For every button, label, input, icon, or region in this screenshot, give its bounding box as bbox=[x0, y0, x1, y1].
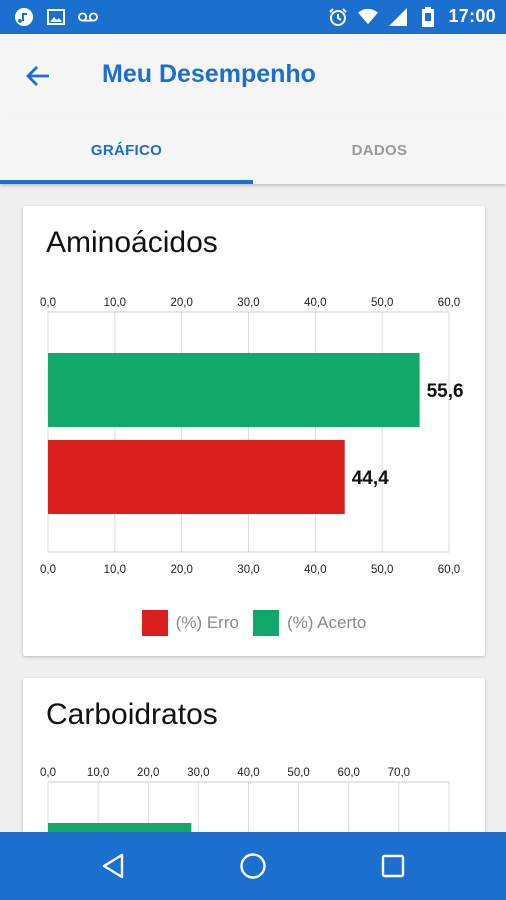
alarm-icon bbox=[328, 7, 348, 27]
active-tab-indicator bbox=[0, 180, 253, 184]
x-tick-label-top: 40,0 bbox=[304, 297, 326, 309]
clock-time: 17:00 bbox=[448, 6, 496, 26]
x-tick-label-top: 0,0 bbox=[40, 297, 56, 309]
home-circle-icon[interactable] bbox=[233, 846, 273, 886]
x-tick-label-top: 30,0 bbox=[237, 297, 259, 309]
status-bar: 17:00 bbox=[0, 0, 506, 34]
bar-value-label: 55,6 bbox=[427, 381, 464, 402]
bar-value-label: 44,4 bbox=[352, 468, 389, 489]
legend-item-acerto: (%) Acerto bbox=[252, 610, 367, 636]
x-tick-label-top: 20,0 bbox=[170, 297, 192, 309]
x-tick-label-top: 0,0 bbox=[40, 767, 56, 779]
music-icon bbox=[14, 7, 34, 27]
battery-icon bbox=[418, 6, 438, 27]
x-tick-label-bottom: 30,0 bbox=[237, 564, 259, 576]
x-tick-label-top: 30,0 bbox=[187, 767, 209, 779]
x-tick-label-top: 60,0 bbox=[438, 297, 460, 309]
chart-card-aminoacidos: Aminoácidos 0,0 0,0 10,0 10,0 20,0 20,0 30,0 30… bbox=[23, 206, 485, 656]
x-tick-label-bottom: 20,0 bbox=[170, 564, 192, 576]
x-tick-label-top: 50,0 bbox=[287, 767, 309, 779]
x-tick-label-top: 40,0 bbox=[237, 767, 259, 779]
page-title: Meu Desempenho bbox=[102, 60, 316, 88]
app-bar: Meu Desempenho bbox=[0, 34, 506, 116]
x-tick-label-bottom: 50,0 bbox=[371, 564, 393, 576]
signal-icon bbox=[388, 7, 408, 27]
x-tick-label-bottom: 40,0 bbox=[304, 564, 326, 576]
x-tick-label-top: 70,0 bbox=[388, 767, 410, 779]
legend-label-acerto: (%) Acerto bbox=[286, 613, 367, 632]
chart-title: Carboidratos bbox=[46, 698, 218, 731]
bar bbox=[48, 440, 345, 514]
chart-title: Aminoácidos bbox=[46, 226, 218, 259]
arrow-left-icon[interactable] bbox=[20, 58, 56, 94]
x-tick-label-bottom: 0,0 bbox=[40, 564, 56, 576]
bar bbox=[48, 353, 420, 427]
legend-item-erro: (%) Erro bbox=[141, 610, 239, 636]
status-bar-left bbox=[14, 7, 98, 27]
x-tick-label-bottom: 10,0 bbox=[104, 564, 126, 576]
x-tick-label-bottom: 60,0 bbox=[438, 564, 460, 576]
legend-swatch-acerto bbox=[252, 610, 279, 636]
x-tick-label-top: 60,0 bbox=[338, 767, 360, 779]
x-tick-label-top: 20,0 bbox=[137, 767, 159, 779]
recents-square-icon[interactable] bbox=[373, 846, 413, 886]
chart-legend: (%) Erro (%) Acerto bbox=[23, 610, 485, 636]
image-icon bbox=[46, 7, 66, 27]
x-tick-label-top: 50,0 bbox=[371, 297, 393, 309]
x-tick-label-top: 10,0 bbox=[87, 767, 109, 779]
x-tick-label-top: 10,0 bbox=[104, 297, 126, 309]
legend-swatch-erro bbox=[141, 610, 168, 636]
tab-dados[interactable]: DADOS bbox=[351, 141, 408, 159]
nav-bar bbox=[0, 832, 506, 900]
tab-bar: GRÁFICO DADOS bbox=[0, 116, 506, 184]
tab-grafico[interactable]: GRÁFICO bbox=[90, 141, 163, 159]
legend-label-erro: (%) Erro bbox=[175, 613, 239, 632]
status-bar-right: 17:00 bbox=[328, 6, 496, 27]
wifi-icon bbox=[358, 7, 379, 27]
chart-aminoacidos: 0,0 0,0 10,0 10,0 20,0 20,0 30,0 30,0 40,0 40,0 50… bbox=[40, 297, 464, 576]
back-triangle-icon[interactable] bbox=[93, 846, 133, 886]
voicemail-icon bbox=[78, 7, 98, 27]
